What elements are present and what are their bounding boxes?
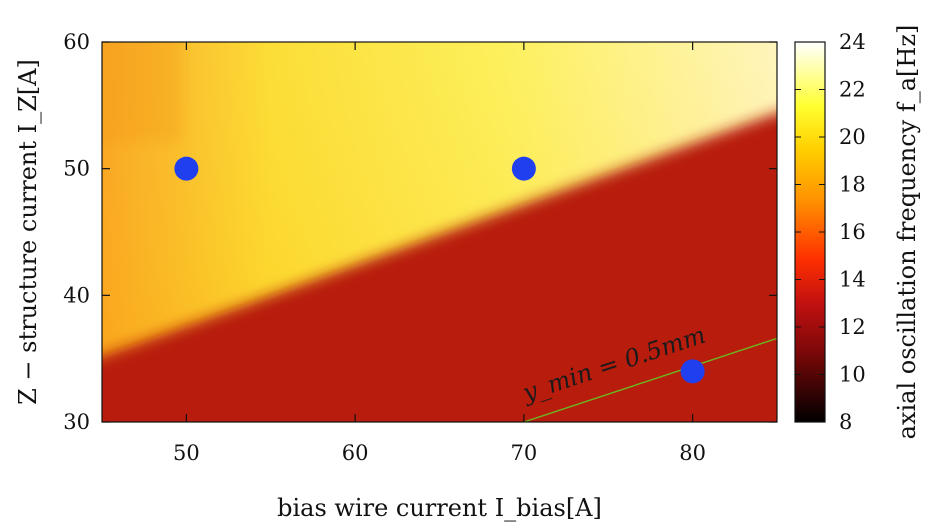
y-tick-label: 60 — [63, 30, 90, 54]
y-tick-label: 30 — [63, 410, 90, 434]
colorbar-tick-label: 16 — [839, 220, 866, 244]
colorbar-tick-label: 20 — [839, 125, 866, 149]
colorbar-tick-label: 22 — [839, 78, 866, 102]
y-tick-label: 50 — [63, 157, 90, 181]
data-point — [680, 359, 705, 384]
colorbar-tick-label: 18 — [839, 173, 866, 197]
plot-frame — [101, 41, 778, 423]
x-tick-label: 50 — [173, 441, 200, 465]
data-points — [174, 156, 705, 384]
x-axis-ticks: 50 60 70 80 — [173, 42, 706, 465]
colorbar-label: axial oscillation frequency f_a[Hz] — [893, 25, 921, 440]
y-axis-label: Z − structure current I_Z[A] — [14, 59, 42, 405]
ymin-contour-line — [523, 337, 777, 422]
colorbar-tick-label: 24 — [839, 30, 866, 54]
data-point — [511, 156, 536, 181]
colorbar-tick-label: 12 — [839, 315, 866, 339]
x-tick-label: 70 — [511, 441, 538, 465]
colorbar-tick-label: 8 — [839, 410, 852, 434]
x-tick-label: 60 — [342, 441, 369, 465]
excluded-region — [102, 112, 777, 422]
colorbar-tick-label: 10 — [839, 363, 866, 387]
y-axis-ticks: 30 40 50 60 — [63, 30, 777, 434]
data-point — [174, 156, 199, 181]
x-tick-label: 80 — [679, 441, 706, 465]
x-axis-label: bias wire current I_bias[A] — [277, 494, 602, 522]
plot-area — [102, 42, 777, 422]
colorbar-ticks: 8 10 12 14 16 18 20 22 24 — [795, 30, 866, 434]
colorbar-tick-label: 14 — [839, 268, 866, 292]
heatmap-corner-shading — [102, 42, 182, 142]
y-tick-label: 40 — [63, 283, 90, 307]
